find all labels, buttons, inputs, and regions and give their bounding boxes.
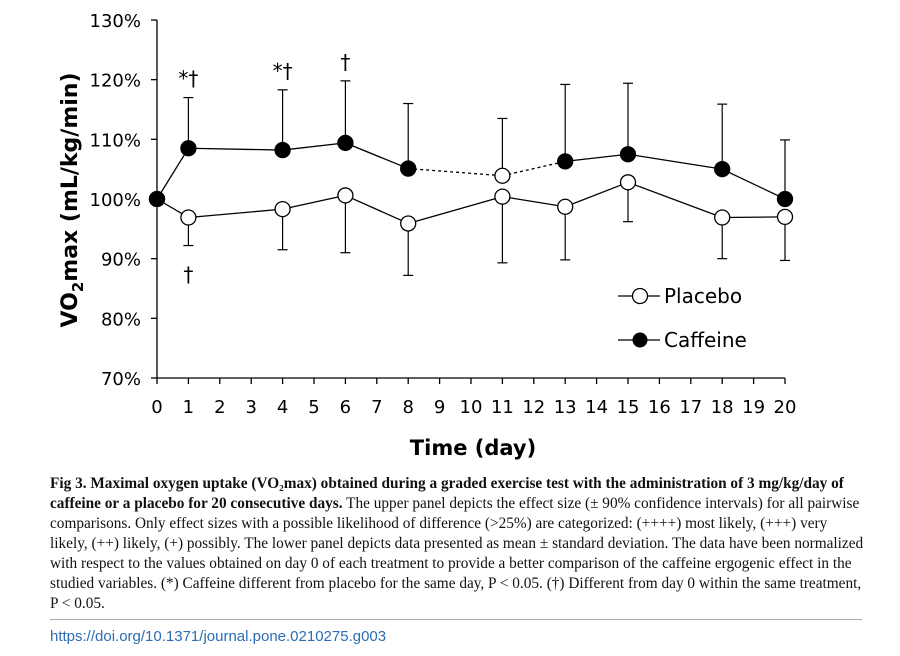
caffeine-line-segment — [408, 167, 503, 177]
x-tick-label: 10 — [460, 397, 483, 418]
x-tick-label: 13 — [554, 397, 577, 418]
figure-caption: Fig 3. Maximal oxygen uptake (VO₂max) ob… — [50, 474, 865, 614]
legend-placebo-label: Placebo — [664, 284, 742, 308]
placebo-line-segment — [408, 195, 503, 225]
caption-body: The upper panel depicts the effect size … — [50, 495, 864, 612]
y-tick-label: 120% — [90, 71, 141, 92]
placebo-line-segment — [282, 194, 346, 210]
legend-caffeine-label: Caffeine — [664, 328, 747, 352]
legend-caffeine-marker — [632, 332, 648, 348]
x-tick-label: 6 — [340, 397, 351, 418]
x-tick-label: 19 — [742, 397, 765, 418]
caffeine-point — [180, 140, 197, 157]
caffeine-line-segment — [156, 147, 189, 200]
vo2max-chart: 70%80%90%100%110%120%130%0 1 2 3 4 5 6 7 8 9 10 11 1… — [58, 11, 797, 460]
placebo-point — [619, 174, 637, 191]
placebo-point — [337, 187, 354, 204]
placebo-point — [494, 188, 511, 205]
x-tick-label: 15 — [617, 397, 640, 418]
placebo-point — [714, 209, 731, 226]
x-tick-label: 16 — [648, 397, 671, 418]
legend: Placebo Caffeine — [618, 284, 747, 352]
caffeine-point — [148, 190, 166, 208]
x-tick-label: 14 — [585, 397, 608, 418]
caffeine-line-segment — [565, 153, 629, 163]
axes: 70%80%90%100%110%120%130%0 1 2 3 4 5 6 7 8 9 10 11 1… — [90, 11, 797, 418]
x-tick-label: 4 — [277, 397, 288, 418]
significance-annotation: † — [183, 263, 193, 287]
y-axis-label: VO2max (mL/kg/min) — [58, 72, 87, 327]
caffeine-line-segment — [345, 142, 409, 170]
divider — [50, 619, 862, 620]
y-tick-label: 70% — [101, 369, 141, 390]
y-tick-label: 110% — [90, 130, 141, 151]
x-tick-label: 1 — [183, 397, 194, 418]
placebo-line-segment — [345, 194, 409, 225]
placebo-line-segment — [722, 216, 786, 219]
x-tick-label: 20 — [774, 397, 797, 418]
x-tick-label: 17 — [679, 397, 702, 418]
placebo-point — [776, 208, 794, 226]
x-axis-label: Time (day) — [410, 436, 536, 460]
placebo-line-segment — [502, 195, 566, 208]
placebo-point — [557, 198, 574, 215]
placebo-point — [180, 209, 197, 226]
x-tick-label: 2 — [214, 397, 225, 418]
significance-annotation: † — [340, 50, 350, 74]
x-tick-label: 11 — [491, 397, 514, 418]
x-tick-label: 9 — [434, 397, 445, 418]
y-tick-label: 100% — [90, 190, 141, 211]
y-tick-label: 90% — [101, 250, 141, 271]
legend-placebo-marker — [631, 287, 649, 305]
caffeine-point — [557, 153, 574, 170]
placebo-point — [274, 200, 291, 218]
caffeine-point — [337, 134, 354, 152]
doi-link[interactable]: https://doi.org/10.1371/journal.pone.021… — [50, 628, 387, 645]
x-tick-label: 18 — [711, 397, 734, 418]
caffeine-line-segment — [282, 142, 346, 151]
caffeine-point — [776, 190, 794, 208]
placebo-point — [400, 215, 417, 232]
caffeine-line-segment — [188, 147, 283, 151]
caffeine-point — [494, 167, 511, 184]
x-tick-label: 7 — [371, 397, 382, 418]
chart-marks: *† *† † † — [148, 50, 794, 287]
x-tick-label: 5 — [308, 397, 319, 418]
placebo-line-segment — [188, 208, 283, 219]
caffeine-point — [714, 161, 731, 178]
y-tick-label: 80% — [101, 309, 141, 330]
significance-annotation: *† — [273, 59, 293, 83]
x-tick-label: 8 — [402, 397, 413, 418]
x-tick-label: 12 — [522, 397, 545, 418]
placebo-line-segment — [627, 181, 723, 219]
x-tick-label: 3 — [245, 397, 256, 418]
caffeine-line-segment — [627, 153, 723, 170]
significance-annotation: *† — [178, 67, 198, 91]
x-tick-label: 0 — [151, 397, 162, 418]
caption-title: Fig 3. Maximal oxygen uptake (VO₂max) ob… — [50, 475, 844, 512]
caffeine-point — [274, 141, 291, 159]
caffeine-line-segment — [502, 160, 566, 177]
y-tick-label: 130% — [90, 11, 141, 32]
caffeine-point — [400, 160, 417, 177]
caffeine-line-segment — [721, 168, 786, 200]
placebo-line-segment — [564, 181, 629, 208]
caffeine-point — [619, 146, 637, 163]
